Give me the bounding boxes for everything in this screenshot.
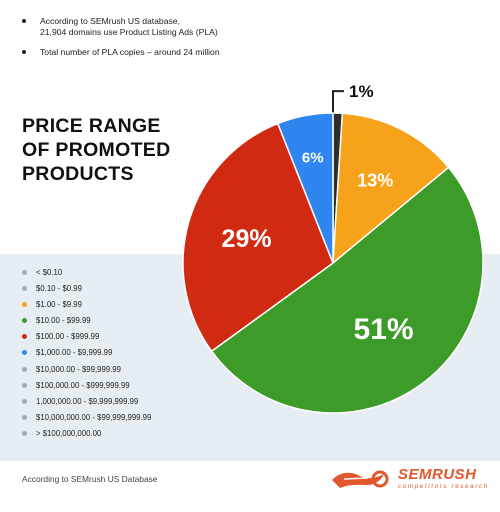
legend-item: < $0.10 — [22, 268, 151, 284]
bullet-icon — [22, 50, 26, 54]
legend-item: 1,000,000.00 - $9,999,999.99 — [22, 397, 151, 413]
legend-swatch-icon — [22, 270, 27, 275]
legend-swatch-icon — [22, 414, 27, 420]
legend-item: > $100,000,000.00 — [22, 429, 151, 445]
legend-label: $1.00 - $9.99 — [36, 300, 82, 310]
chart-legend: < $0.10 $0.10 - $0.99 $1.00 - $9.99 $10.00 … — [22, 268, 151, 445]
legend-item: $10.00 - $99.99 — [22, 316, 151, 332]
legend-label: $0.10 - $0.99 — [36, 284, 82, 294]
legend-label: $100,000.00 - $999,999.99 — [36, 380, 130, 390]
legend-item: $10,000.00 - $99,999.99 — [22, 365, 151, 381]
slice-label: 13% — [357, 171, 393, 191]
callout-line — [332, 90, 344, 119]
legend-item: $100,000.00 - $999,999.99 — [22, 381, 151, 397]
pie-slice — [182, 122, 334, 353]
chart-title-line: PRODUCTS — [22, 163, 134, 185]
legend-swatch-icon — [22, 398, 27, 404]
footer — [0, 461, 500, 512]
slice-label: 1% — [349, 82, 374, 101]
semrush-logo-icon — [332, 470, 389, 488]
note-line: Total number of PLA copies – around 24 m… — [40, 47, 220, 57]
pie-slice — [210, 166, 484, 414]
legend-swatch-icon — [22, 382, 27, 388]
slice-label: 6% — [302, 149, 324, 166]
legend-label: $10,000.00 - $99,999.99 — [36, 364, 121, 374]
chart-title-line: OF PROMOTED — [22, 139, 171, 161]
legend-item: $100.00 - $999.99 — [22, 332, 151, 348]
legend-swatch-icon — [22, 430, 27, 436]
brand-tagline: competitors research — [398, 483, 489, 490]
note-line: According to SEMrush US database, — [40, 16, 180, 26]
note-item: Total number of PLA copies – around 24 m… — [22, 47, 220, 58]
slice-label: 29% — [222, 225, 272, 253]
legend-label: > $100,000,000.00 — [36, 428, 102, 438]
note-item: According to SEMrush US database, 21,904… — [22, 16, 220, 38]
notes-list: According to SEMrush US database, 21,904… — [22, 16, 220, 67]
legend-item: $10,000,000.00 - $99,999,999.99 — [22, 413, 151, 429]
legend-swatch-icon — [22, 334, 27, 340]
legend-swatch-icon — [22, 318, 27, 324]
chart-title: PRICE RANGE OF PROMOTED PRODUCTS — [22, 114, 170, 186]
slice-label: 51% — [354, 313, 414, 346]
legend-swatch-icon — [22, 366, 27, 372]
legend-label: $1,000.00 - $9,999.99 — [36, 348, 113, 358]
legend-swatch-icon — [22, 286, 27, 292]
legend-label: 1,000,000.00 - $9,999,999.99 — [36, 396, 139, 406]
pie-slice — [276, 112, 334, 264]
bullet-icon — [22, 19, 26, 23]
legend-label: $10.00 - $99.99 — [36, 316, 91, 326]
legend-item: $1,000.00 - $9,999.99 — [22, 348, 151, 364]
note-line: 21,904 domains use Product Listing Ads (… — [40, 27, 218, 37]
legend-label: $10,000,000.00 - $99,999,999.99 — [36, 412, 152, 422]
legend-swatch-icon — [22, 350, 27, 356]
pie-slice — [332, 112, 450, 265]
legend-swatch-icon — [22, 302, 27, 308]
legend-label: < $0.10 — [36, 268, 63, 277]
legend-item: $1.00 - $9.99 — [22, 300, 151, 316]
chart-title-line: PRICE RANGE — [22, 115, 161, 137]
legend-label: $100.00 - $999.99 — [36, 332, 100, 342]
legend-item: $0.10 - $0.99 — [22, 284, 151, 300]
source-note: According to SEMrush US Database — [22, 474, 158, 484]
brand-name: SEMRUSH — [398, 466, 477, 483]
